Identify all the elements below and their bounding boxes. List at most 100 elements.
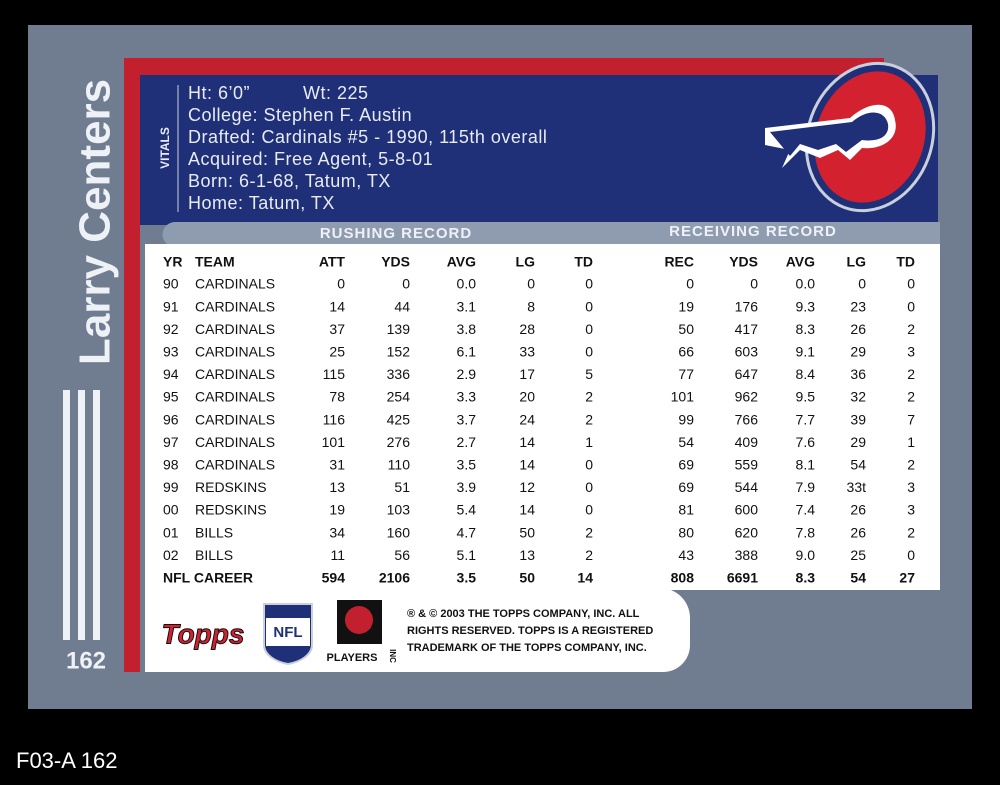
stat-cell: 14 [519,434,535,450]
legal-line: RIGHTS RESERVED. TOPPS IS A REGISTERED [407,625,653,637]
stat-cell: CARDINALS [195,457,275,473]
stat-cell: 0 [907,298,915,314]
career-cell: 8.3 [796,570,816,586]
stat-cell: 39 [850,411,866,427]
stat-cell: 6.1 [457,344,477,360]
stat-cell: 0.0 [457,276,477,292]
stat-cell: 0 [686,276,694,292]
stat-cell: 5.4 [457,502,477,518]
stat-cell: BILLS [195,524,233,540]
stat-cell: 3.8 [457,321,477,337]
players-inc-text: INC [388,649,397,663]
stat-cell: 647 [735,366,759,382]
legal-line: ® & © 2003 THE TOPPS COMPANY, INC. ALL [407,608,640,620]
stat-cell: 176 [735,298,759,314]
stat-cell: 0 [907,276,915,292]
vitals-line: College: Stephen F. Austin [188,105,412,125]
stat-cell: 96 [163,411,179,427]
stat-cell: 19 [329,502,345,518]
player-name: Larry Centers [71,79,120,365]
stat-cell: 12 [519,479,535,495]
stat-cell: 50 [678,321,694,337]
stat-cell: 14 [519,457,535,473]
stat-cell: 766 [735,411,759,427]
stat-cell: 8.4 [796,366,816,382]
column-header: ATT [319,254,346,270]
column-header: AVG [786,254,815,270]
stat-cell: 3.7 [457,411,477,427]
stat-cell: 7.4 [796,502,816,518]
stat-cell: 2 [907,366,915,382]
stat-cell: 91 [163,298,179,314]
stat-cell: 2 [907,321,915,337]
stat-cell: 0 [585,502,593,518]
career-cell: 54 [850,570,866,586]
stat-cell: 160 [387,524,411,540]
career-cell: 14 [577,570,593,586]
career-cell: 2106 [379,570,410,586]
stat-cell: 95 [163,389,179,405]
name-stripes [63,390,100,640]
stat-cell: 26 [850,502,866,518]
stat-cell: 97 [163,434,179,450]
stat-cell: 32 [850,389,866,405]
stat-cell: 20 [519,389,535,405]
stat-cell: 81 [678,502,694,518]
team-logo [765,61,936,213]
career-label: NFL CAREER [163,570,253,586]
stat-cell: 0 [585,479,593,495]
stat-cell: 44 [394,298,410,314]
stat-cell: 3 [907,479,915,495]
stat-cell: 2 [585,389,593,405]
stat-cell: 8.3 [796,321,816,337]
stat-cell: 14 [519,502,535,518]
stat-cell: 425 [387,411,411,427]
career-cell: 27 [899,570,915,586]
career-cell: 6691 [727,570,758,586]
stat-cell: 110 [388,457,411,473]
stat-cell: 603 [735,344,759,360]
stat-cell: 254 [387,389,411,405]
stat-cell: 8 [527,298,535,314]
stat-cell: 54 [678,434,694,450]
career-cell: 50 [519,570,535,586]
stat-cell: 152 [387,344,411,360]
stat-cell: 9.0 [796,547,816,563]
column-header: LG [847,254,867,270]
stat-cell: 115 [323,366,346,382]
stat-cell: 600 [735,502,759,518]
stat-cell: 13 [519,547,535,563]
stat-cell: 276 [387,434,411,450]
stat-cell: REDSKINS [195,479,267,495]
stat-cell: 80 [678,524,694,540]
stat-cell: CARDINALS [195,344,275,360]
stat-cell: 2 [585,411,593,427]
stat-cell: 43 [678,547,694,563]
stat-cell: 69 [678,479,694,495]
stat-cell: 7.6 [796,434,816,450]
stat-cell: 2 [907,457,915,473]
stat-cell: 0 [750,276,758,292]
stat-cell: CARDINALS [195,366,275,382]
stat-cell: CARDINALS [195,276,275,292]
stat-cell: 417 [735,321,759,337]
vitals-line: Home: Tatum, TX [188,193,335,213]
stat-cell: 54 [850,457,866,473]
stat-cell: 14 [329,298,345,314]
section-strip [162,222,940,247]
stat-cell: 5 [585,366,593,382]
stat-cell: 69 [678,457,694,473]
stat-cell: 77 [678,366,694,382]
stat-cell: 0 [585,344,593,360]
stat-cell: 0 [585,276,593,292]
stat-cell: 962 [735,389,759,405]
stat-cell: 116 [323,411,346,427]
stat-cell: BILLS [195,547,233,563]
stat-cell: 34 [329,524,345,540]
column-header: YR [163,254,182,270]
stat-cell: 31 [329,457,345,473]
column-header: TEAM [195,254,235,270]
vitals-line: Drafted: Cardinals #5 - 1990, 115th over… [188,127,547,147]
table-panel [145,244,940,590]
